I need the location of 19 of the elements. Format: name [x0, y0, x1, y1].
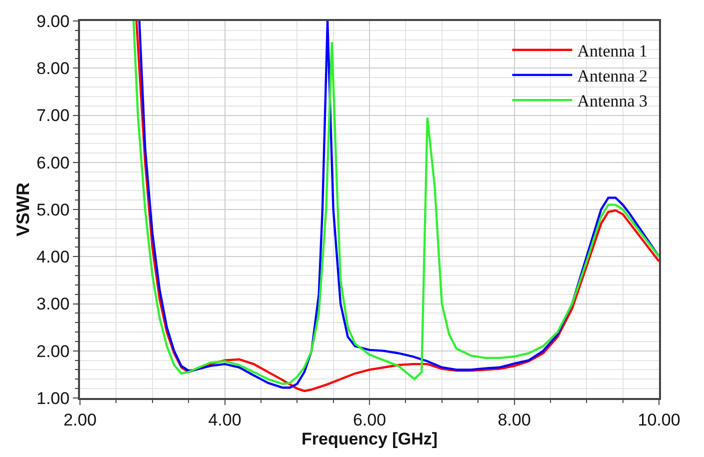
y-tick-label: 1.00	[36, 388, 70, 408]
y-tick-label: 7.00	[36, 106, 70, 126]
x-tick-label: 10.00	[638, 410, 680, 430]
y-tick-label: 6.00	[36, 153, 70, 172]
y-tick-label: 2.00	[36, 342, 70, 361]
x-tick-label: 6.00	[352, 410, 386, 430]
legend-label: Antenna 1	[577, 41, 648, 60]
y-axis-title: VSWR	[13, 182, 34, 236]
legend-label: Antenna 3	[577, 92, 648, 111]
x-tick-label: 2.00	[63, 410, 97, 430]
x-tick-label: 8.00	[498, 410, 531, 430]
x-axis-title: Frequency [GHz]	[301, 429, 438, 448]
y-tick-label: 8.00	[36, 59, 70, 78]
legend-label: Antenna 2	[577, 66, 648, 86]
x-tick-label: 4.00	[208, 410, 242, 430]
y-tick-label: 9.00	[36, 12, 70, 31]
y-tick-label: 4.00	[36, 248, 70, 267]
y-tick-label: 3.00	[36, 294, 70, 314]
y-tick-label: 5.00	[36, 200, 70, 220]
